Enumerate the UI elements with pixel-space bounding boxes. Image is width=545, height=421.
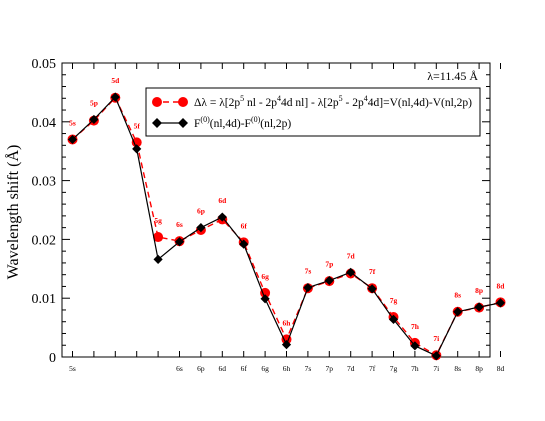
black-point (367, 284, 377, 294)
x-tick-label: 6p (197, 364, 205, 373)
legend: Δλ = λ[2p5 nl - 2p44d nl] - λ[2p5 - 2p44… (145, 87, 481, 137)
x-tick-label: 6h (283, 364, 291, 373)
black-point (196, 223, 206, 233)
black-point (174, 237, 185, 247)
red-point (153, 232, 164, 243)
y-tick-label: 0.04 (32, 116, 57, 131)
point-label: 5g (154, 216, 162, 225)
black-point (474, 302, 484, 312)
x-tick-label: 6g (261, 364, 269, 373)
black-point (453, 307, 463, 317)
point-label: 6s (176, 220, 183, 229)
point-label: 7s (305, 267, 312, 276)
black-point (346, 267, 356, 277)
y-tick-label: 0.03 (32, 175, 57, 190)
point-label: 6h (283, 318, 292, 327)
black-point (260, 294, 270, 304)
black-point (431, 351, 441, 361)
black-point (388, 314, 399, 324)
series-black (67, 92, 506, 361)
legend-red-marker-left (152, 97, 162, 107)
point-label: 6d (218, 196, 227, 205)
point-label: 8d (497, 281, 506, 290)
point-label: 5f (134, 121, 141, 130)
x-tick-label: 7p (326, 364, 334, 373)
x-tick-label: 7h (411, 364, 419, 373)
x-tick-label: 8s (454, 364, 461, 373)
y-tick-label: 0.05 (32, 57, 57, 72)
point-label: 8s (454, 291, 461, 300)
red-point (260, 287, 271, 298)
x-tick-label: 7d (347, 364, 355, 373)
x-tick-label: 5s (69, 364, 76, 373)
y-tick-label: 0 (49, 351, 56, 366)
black-point (410, 341, 420, 351)
legend-red-marker-right (178, 97, 188, 107)
x-tick-label: 6f (241, 364, 248, 373)
y-tick-label: 0.01 (32, 292, 57, 307)
x-tick-label: 8p (475, 364, 483, 373)
y-axis-ticks: 0 0.01 0.02 0.03 0.04 0.05 (32, 57, 490, 366)
black-point (132, 144, 142, 154)
black-point (324, 275, 334, 286)
x-axis-ticks: 5s 6s 6p 6d 6f 6g 6h 7s 7p 7d 7f 7g 7h 7i 8s 8p 8d (69, 63, 505, 373)
point-labels: 5s 5p 5d 5f 5g 6s 6p 6d 6f 6g 6h 7s 7p 7d 7f 7g 7h 7i 8s 8p… (69, 76, 505, 343)
x-tick-label: 7i (433, 364, 439, 373)
x-tick-label: 7g (390, 364, 398, 373)
point-label: 7g (390, 296, 398, 305)
legend-black-marker-left (152, 118, 162, 128)
black-point (303, 283, 313, 293)
point-label: 7i (433, 334, 439, 343)
x-tick-label: 7f (369, 364, 376, 373)
point-label: 6g (261, 272, 269, 281)
y-axis-label: Wavelength shift (Å) (4, 145, 22, 280)
plot-frame (61, 62, 491, 358)
x-tick-label: 8d (497, 364, 505, 373)
point-label: 7d (347, 251, 356, 260)
point-label: 7h (411, 322, 420, 331)
black-point (110, 92, 120, 102)
point-label: 6f (241, 221, 248, 230)
point-label: 7f (369, 267, 376, 276)
legend-black-marker-right (178, 118, 188, 128)
point-label: 8p (475, 286, 483, 295)
x-tick-label: 6d (219, 364, 227, 373)
point-label: 5p (90, 98, 98, 107)
legend-box (145, 87, 481, 137)
black-point (281, 340, 292, 350)
point-label: 5d (111, 76, 120, 85)
black-point (89, 114, 99, 125)
y-tick-label: 0.02 (32, 233, 57, 248)
black-point (67, 134, 78, 145)
red-point (131, 137, 142, 148)
x-tick-label: 6s (176, 364, 183, 373)
wavelength-annotation: λ=11.45 Å (427, 69, 478, 83)
point-label: 6p (197, 207, 205, 216)
point-label: 7p (325, 260, 333, 269)
black-point (153, 254, 163, 264)
black-point (217, 212, 227, 222)
x-tick-label: 7s (305, 364, 312, 373)
legend-black-label: F(0)(nl,4d)-F(0)(nl,2p) (194, 115, 291, 130)
point-label: 5s (69, 118, 76, 127)
legend-red-label: Δλ = λ[2p5 nl - 2p44d nl] - λ[2p5 - 2p44… (194, 94, 472, 109)
black-point (239, 239, 249, 249)
black-point (495, 298, 506, 308)
